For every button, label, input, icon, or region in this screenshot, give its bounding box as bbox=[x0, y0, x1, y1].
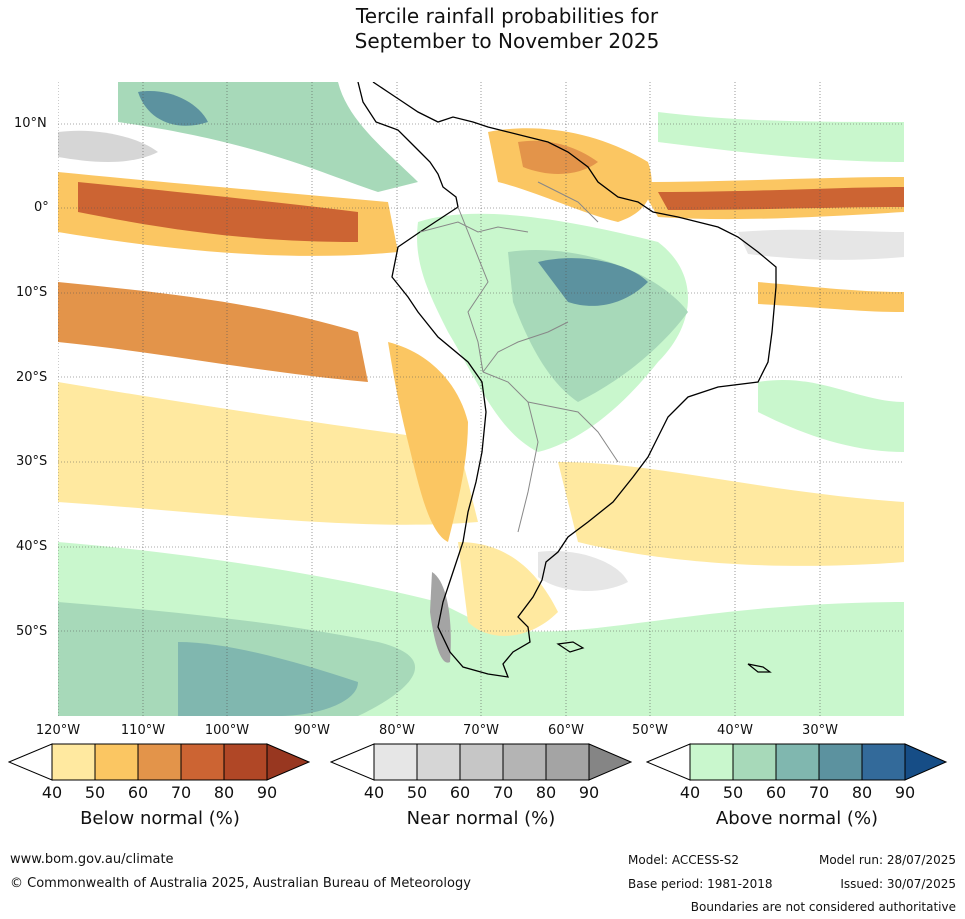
above-tick-80: 80 bbox=[851, 783, 873, 802]
above-tick-90: 90 bbox=[894, 783, 916, 802]
lat-label-10s: 10°S bbox=[16, 285, 48, 300]
lon-label-70w: 70°W bbox=[463, 723, 499, 738]
below-normal-chile-coast bbox=[388, 342, 468, 542]
above-swatch-70 bbox=[818, 743, 863, 781]
above-swatch-60 bbox=[775, 743, 820, 781]
rainfall-probability-map bbox=[58, 82, 904, 716]
above-swatch-50 bbox=[732, 743, 777, 781]
above-swatch-40 bbox=[689, 743, 734, 781]
below-swatch-80 bbox=[223, 743, 268, 781]
issued-date: Issued: 30/07/2025 bbox=[840, 877, 956, 891]
below-swatch-50 bbox=[94, 743, 139, 781]
below-normal-low-extension bbox=[8, 743, 53, 781]
below-tick-90: 90 bbox=[256, 783, 278, 802]
near-normal-colorbar-title: Near normal (%) bbox=[406, 808, 556, 829]
near-normal-patch-argentina bbox=[538, 551, 628, 592]
website-link[interactable]: www.bom.gov.au/climate bbox=[10, 852, 174, 867]
above-normal-southern-ocean-deep bbox=[178, 642, 358, 716]
falkland-islands bbox=[556, 641, 585, 653]
below-tick-60: 60 bbox=[127, 783, 149, 802]
near-swatch-40 bbox=[373, 743, 418, 781]
near-swatch-60 bbox=[459, 743, 504, 781]
near-swatch-80 bbox=[545, 743, 590, 781]
near-tick-70: 70 bbox=[492, 783, 514, 802]
lon-label-30w: 30°W bbox=[802, 723, 838, 738]
boundary-disclaimer: Boundaries are not considered authoritat… bbox=[690, 900, 956, 914]
above-normal-swatches bbox=[689, 743, 906, 781]
above-tick-70: 70 bbox=[808, 783, 830, 802]
copyright-notice: © Commonwealth of Australia 2025, Austra… bbox=[10, 876, 471, 891]
above-normal-south-atlantic bbox=[758, 379, 904, 452]
near-tick-40: 40 bbox=[363, 783, 385, 802]
below-tick-40: 40 bbox=[41, 783, 63, 802]
lat-label-0: 0° bbox=[34, 200, 49, 215]
lat-label-20s: 20°S bbox=[16, 370, 48, 385]
below-normal-southeast-pacific bbox=[58, 382, 478, 525]
base-period: Base period: 1981-2018 bbox=[628, 877, 773, 891]
below-normal-patagonia bbox=[458, 542, 558, 636]
above-normal-north-atlantic bbox=[658, 112, 904, 162]
above-normal-central-pacific-spot bbox=[138, 91, 208, 126]
below-swatch-40 bbox=[51, 743, 96, 781]
near-normal-low-extension bbox=[330, 743, 375, 781]
near-tick-50: 50 bbox=[406, 783, 428, 802]
near-tick-90: 90 bbox=[578, 783, 600, 802]
above-normal-low-extension bbox=[646, 743, 691, 781]
below-normal-swatches bbox=[51, 743, 268, 781]
near-swatch-50 bbox=[416, 743, 461, 781]
lon-label-60w: 60°W bbox=[548, 723, 584, 738]
lat-label-10n: 10°N bbox=[14, 116, 47, 131]
below-normal-colorbar-title: Below normal (%) bbox=[80, 808, 240, 829]
lon-label-100w: 100°W bbox=[204, 723, 250, 738]
below-normal-southwest-atlantic bbox=[558, 462, 904, 566]
above-tick-50: 50 bbox=[722, 783, 744, 802]
near-normal-colorbar bbox=[330, 743, 632, 781]
below-tick-80: 80 bbox=[213, 783, 235, 802]
lon-label-120w: 120°W bbox=[35, 723, 81, 738]
map-title: Tercile rainfall probabilities for Septe… bbox=[0, 4, 965, 54]
below-tick-70: 70 bbox=[170, 783, 192, 802]
below-normal-equatorial-pacific-core bbox=[78, 182, 358, 242]
lat-label-40s: 40°S bbox=[16, 539, 48, 554]
above-normal-colorbar bbox=[646, 743, 948, 781]
above-tick-60: 60 bbox=[765, 783, 787, 802]
title-line-2: September to November 2025 bbox=[354, 29, 660, 53]
lat-label-30s: 30°S bbox=[16, 454, 48, 469]
model-name: Model: ACCESS-S2 bbox=[628, 853, 740, 867]
lon-label-110w: 110°W bbox=[120, 723, 166, 738]
lon-label-40w: 40°W bbox=[717, 723, 753, 738]
below-swatch-60 bbox=[137, 743, 182, 781]
below-normal-venezuela-core bbox=[518, 140, 598, 174]
model-run-date: Model run: 28/07/2025 bbox=[818, 853, 956, 867]
below-normal-high-extension bbox=[266, 743, 310, 781]
above-tick-40: 40 bbox=[679, 783, 701, 802]
above-normal-brazil-core bbox=[538, 258, 648, 306]
near-tick-60: 60 bbox=[449, 783, 471, 802]
below-normal-south-atlantic-band bbox=[758, 282, 904, 312]
below-normal-equatorial-atlantic-core bbox=[658, 187, 904, 210]
south-georgia bbox=[747, 663, 772, 673]
below-normal-colorbar bbox=[8, 743, 310, 781]
lon-label-50w: 50°W bbox=[632, 723, 668, 738]
near-tick-80: 80 bbox=[535, 783, 557, 802]
lon-label-80w: 80°W bbox=[379, 723, 415, 738]
south-america-coastline bbox=[357, 82, 777, 678]
near-normal-patch-south-atlantic bbox=[738, 229, 904, 260]
above-swatch-80 bbox=[861, 743, 906, 781]
lat-label-50s: 50°S bbox=[16, 624, 48, 639]
map-canvas bbox=[58, 82, 904, 716]
above-normal-brazil-central bbox=[508, 250, 688, 402]
near-normal-high-extension bbox=[588, 743, 632, 781]
near-normal-swatches bbox=[373, 743, 590, 781]
above-normal-high-extension bbox=[904, 743, 948, 781]
below-swatch-70 bbox=[180, 743, 225, 781]
near-normal-patch-east-pacific bbox=[58, 130, 158, 162]
lon-label-90w: 90°W bbox=[294, 723, 330, 738]
near-swatch-70 bbox=[502, 743, 547, 781]
below-normal-south-pacific-band bbox=[58, 282, 368, 382]
above-normal-colorbar-title: Above normal (%) bbox=[715, 808, 879, 829]
country-borders bbox=[419, 181, 619, 533]
title-line-1: Tercile rainfall probabilities for bbox=[355, 4, 659, 28]
below-tick-50: 50 bbox=[84, 783, 106, 802]
